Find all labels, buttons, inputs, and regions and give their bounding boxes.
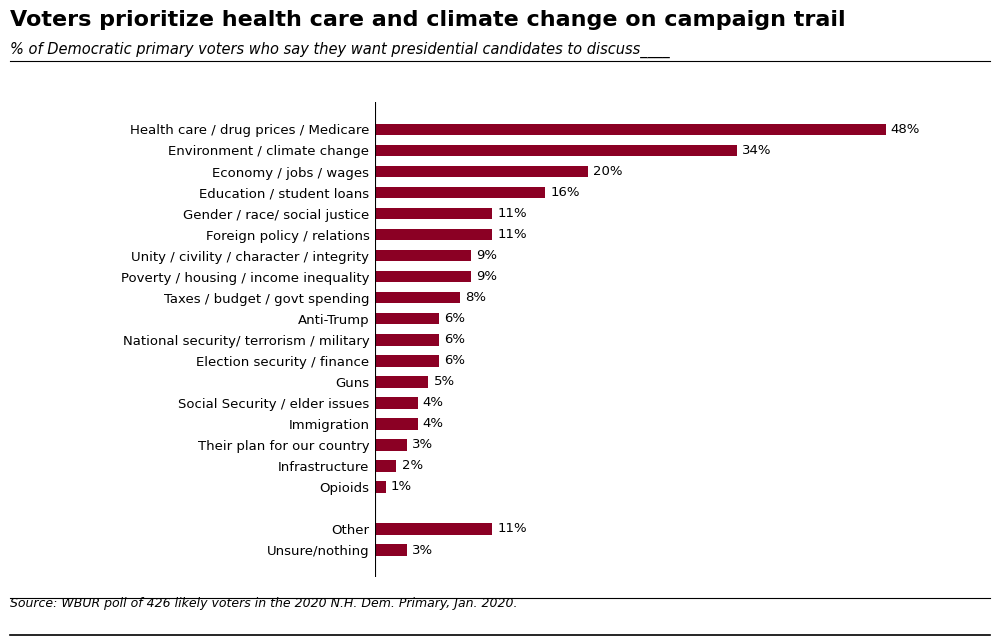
Bar (375, 460, 396, 471)
Bar (375, 250, 471, 262)
Bar (375, 208, 492, 219)
Text: 34%: 34% (742, 144, 771, 157)
Bar (375, 271, 471, 283)
Text: 2%: 2% (402, 459, 423, 472)
Bar (375, 523, 492, 535)
Text: 4%: 4% (423, 396, 444, 410)
Text: 11%: 11% (497, 228, 527, 241)
Bar (375, 481, 386, 493)
Bar (375, 166, 588, 177)
Text: Voters prioritize health care and climate change on campaign trail: Voters prioritize health care and climat… (10, 10, 846, 29)
Text: 3%: 3% (412, 438, 433, 451)
Bar (375, 418, 418, 429)
Bar (375, 355, 439, 367)
Text: Source: WBUR poll of 426 likely voters in the 2020 N.H. Dem. Primary, Jan. 2020.: Source: WBUR poll of 426 likely voters i… (10, 597, 518, 609)
Text: 11%: 11% (497, 523, 527, 535)
Text: 6%: 6% (444, 312, 465, 325)
Text: 6%: 6% (444, 333, 465, 346)
Text: 20%: 20% (593, 165, 623, 178)
Bar (375, 439, 407, 450)
Bar (375, 292, 460, 304)
Bar (375, 397, 418, 408)
Bar (375, 334, 439, 346)
Text: 9%: 9% (476, 249, 497, 262)
Text: 1%: 1% (391, 480, 412, 493)
Text: 8%: 8% (465, 291, 486, 304)
Text: 16%: 16% (550, 186, 580, 199)
Text: 11%: 11% (497, 207, 527, 220)
Bar (375, 313, 439, 325)
Bar (375, 376, 428, 387)
Text: 4%: 4% (423, 417, 444, 431)
Text: 9%: 9% (476, 270, 497, 283)
Bar (375, 229, 492, 241)
Text: 5%: 5% (434, 375, 455, 389)
Bar (375, 124, 886, 135)
Text: 48%: 48% (891, 123, 920, 136)
Text: 3%: 3% (412, 544, 433, 556)
Bar (375, 187, 545, 198)
Bar (375, 145, 737, 156)
Text: % of Democratic primary voters who say they want presidential candidates to disc: % of Democratic primary voters who say t… (10, 41, 670, 57)
Text: 6%: 6% (444, 354, 465, 367)
Bar (375, 544, 407, 556)
